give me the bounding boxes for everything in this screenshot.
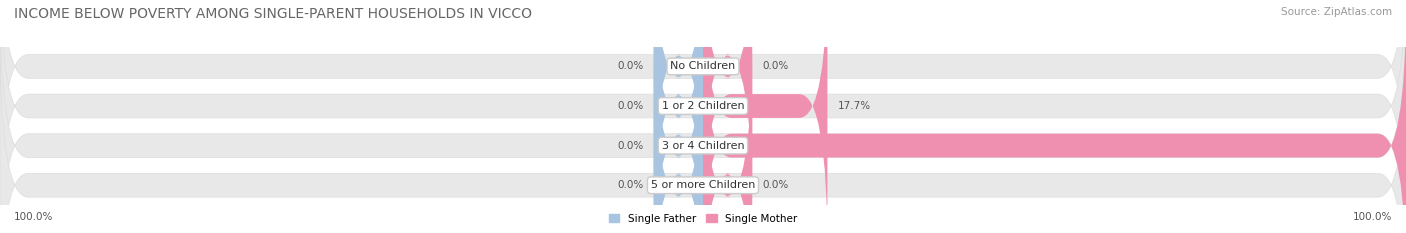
FancyBboxPatch shape (0, 39, 1406, 233)
FancyBboxPatch shape (703, 39, 752, 233)
Text: 5 or more Children: 5 or more Children (651, 180, 755, 190)
Text: 0.0%: 0.0% (617, 141, 644, 151)
Text: 3 or 4 Children: 3 or 4 Children (662, 141, 744, 151)
Text: INCOME BELOW POVERTY AMONG SINGLE-PARENT HOUSEHOLDS IN VICCO: INCOME BELOW POVERTY AMONG SINGLE-PARENT… (14, 7, 531, 21)
Text: No Children: No Children (671, 62, 735, 71)
FancyBboxPatch shape (654, 0, 703, 213)
Text: 1 or 2 Children: 1 or 2 Children (662, 101, 744, 111)
Text: 100.0%: 100.0% (1353, 212, 1392, 222)
FancyBboxPatch shape (0, 0, 1406, 213)
FancyBboxPatch shape (703, 0, 827, 233)
FancyBboxPatch shape (654, 0, 703, 233)
FancyBboxPatch shape (654, 39, 703, 233)
Text: 0.0%: 0.0% (617, 62, 644, 71)
Text: 0.0%: 0.0% (762, 180, 789, 190)
Text: 100.0%: 100.0% (14, 212, 53, 222)
Text: 17.7%: 17.7% (838, 101, 872, 111)
FancyBboxPatch shape (703, 0, 1406, 233)
Text: 0.0%: 0.0% (617, 101, 644, 111)
Text: Source: ZipAtlas.com: Source: ZipAtlas.com (1281, 7, 1392, 17)
FancyBboxPatch shape (703, 0, 752, 213)
Text: 0.0%: 0.0% (762, 62, 789, 71)
Legend: Single Father, Single Mother: Single Father, Single Mother (605, 209, 801, 228)
Text: 0.0%: 0.0% (617, 180, 644, 190)
FancyBboxPatch shape (654, 0, 703, 233)
